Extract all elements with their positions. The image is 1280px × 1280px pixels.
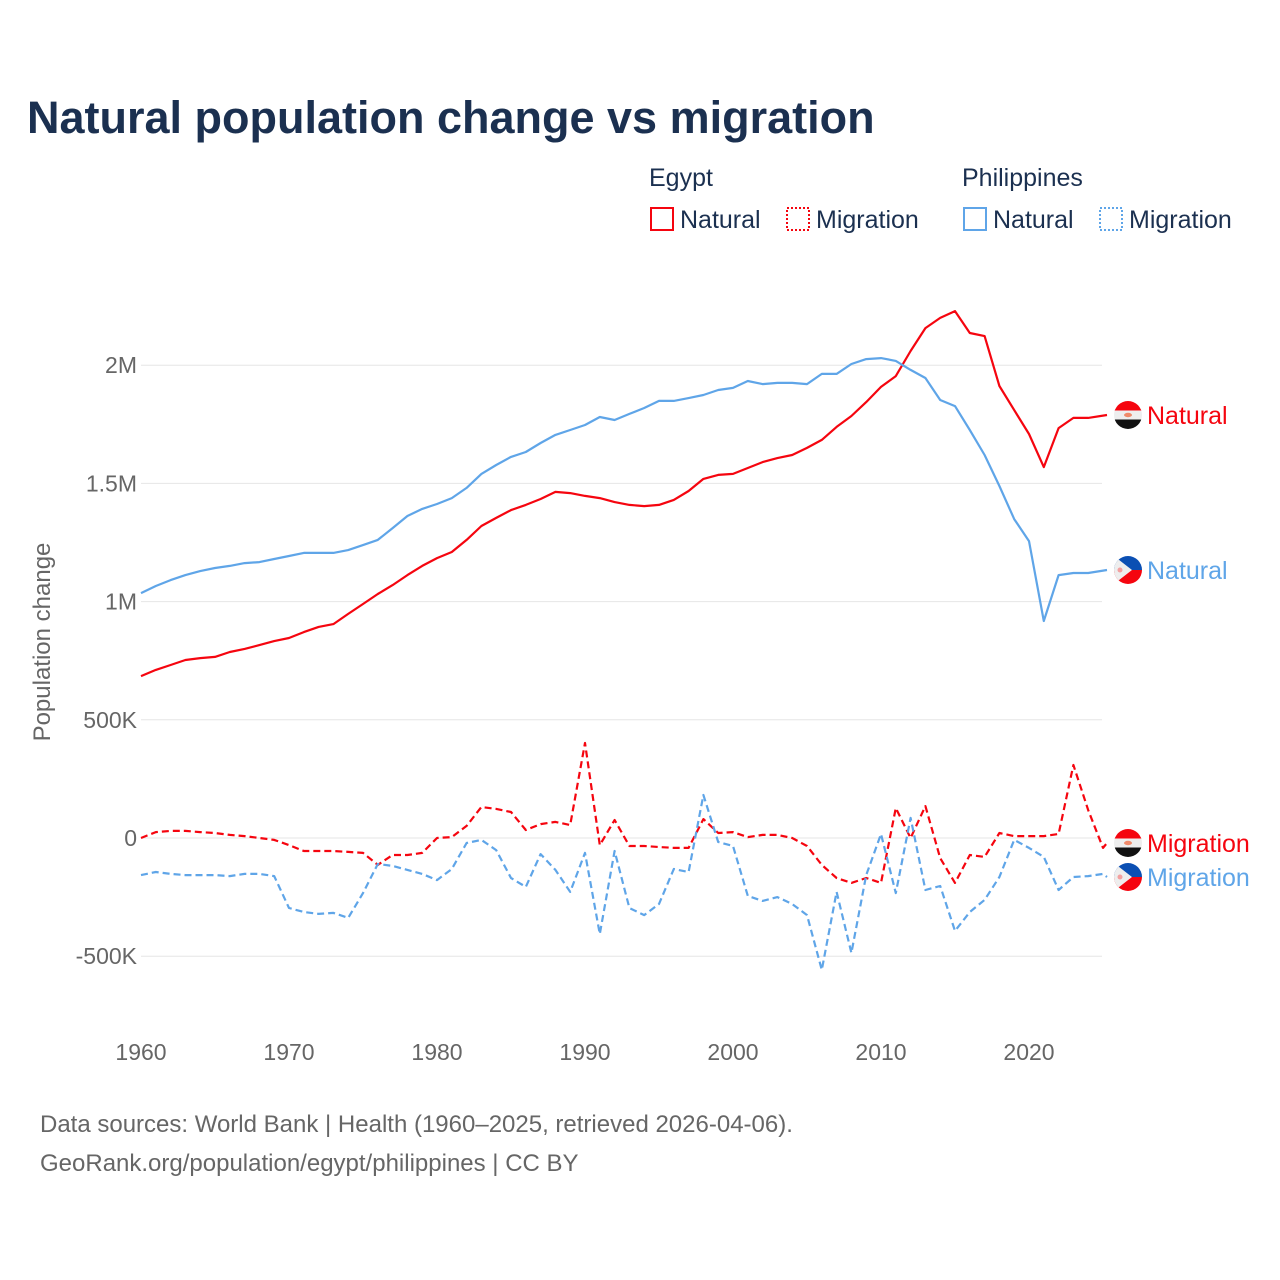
y-tick-label: 500K (83, 707, 137, 733)
legend-swatch-egypt-migration[interactable] (786, 207, 810, 231)
legend-swatch-philippines-migration[interactable] (1099, 207, 1123, 231)
end-label-philippines-migration: Migration (1147, 864, 1250, 892)
x-tick-label: 1970 (263, 1039, 314, 1065)
y-axis-ticks: -500K 0 500K 1M 1.5M 2M (76, 352, 138, 969)
y-tick-label: 1M (105, 589, 137, 615)
legend-group-egypt: Egypt (649, 164, 713, 192)
y-tick-label: 1.5M (86, 470, 137, 496)
series-line-philippines-natural[interactable] (140, 357, 1108, 623)
footer-sources: Data sources: World Bank | Health (1960–… (40, 1111, 793, 1138)
legend-label-egypt-migration[interactable]: Migration (816, 206, 919, 234)
philippines-flag-icon (1114, 863, 1142, 891)
y-tick-label: 2M (105, 352, 137, 378)
x-tick-label: 2020 (1003, 1039, 1054, 1065)
footer-link[interactable]: GeoRank.org/population/egypt/philippines… (40, 1150, 579, 1177)
series-line-philippines-migration[interactable] (140, 793, 1108, 972)
x-tick-label: 1980 (411, 1039, 462, 1065)
egypt-flag-icon (1114, 401, 1142, 430)
end-labels: Natural Natural Migration Migration (1114, 401, 1250, 892)
x-axis-ticks: 1960 1970 1980 1990 2000 2010 2020 (115, 1039, 1054, 1065)
legend-label-egypt-natural[interactable]: Natural (680, 206, 761, 234)
egypt-flag-icon (1114, 829, 1142, 858)
end-label-philippines-natural: Natural (1147, 557, 1228, 585)
philippines-flag-icon (1114, 556, 1142, 584)
legend-label-philippines-natural[interactable]: Natural (993, 206, 1074, 234)
end-label-egypt-migration: Migration (1147, 830, 1250, 858)
series-line-egypt-natural[interactable] (140, 310, 1108, 678)
legend-swatch-philippines-natural[interactable] (963, 207, 987, 231)
series-lines (140, 310, 1108, 972)
y-axis-label: Population change (29, 543, 56, 742)
gridlines (141, 364, 1102, 957)
legend: Egypt Natural Migration Philippines Natu… (649, 164, 1232, 234)
legend-group-philippines: Philippines (962, 164, 1083, 192)
x-tick-label: 1990 (559, 1039, 610, 1065)
series-line-egypt-migration[interactable] (140, 741, 1108, 885)
x-tick-label: 2010 (855, 1039, 906, 1065)
end-label-egypt-natural: Natural (1147, 402, 1228, 430)
legend-swatch-egypt-natural[interactable] (650, 207, 674, 231)
legend-label-philippines-migration[interactable]: Migration (1129, 206, 1232, 234)
y-tick-label: -500K (76, 943, 138, 969)
y-tick-label: 0 (124, 825, 137, 851)
x-tick-label: 2000 (707, 1039, 758, 1065)
x-tick-label: 1960 (115, 1039, 166, 1065)
chart-title: Natural population change vs migration (27, 92, 875, 143)
